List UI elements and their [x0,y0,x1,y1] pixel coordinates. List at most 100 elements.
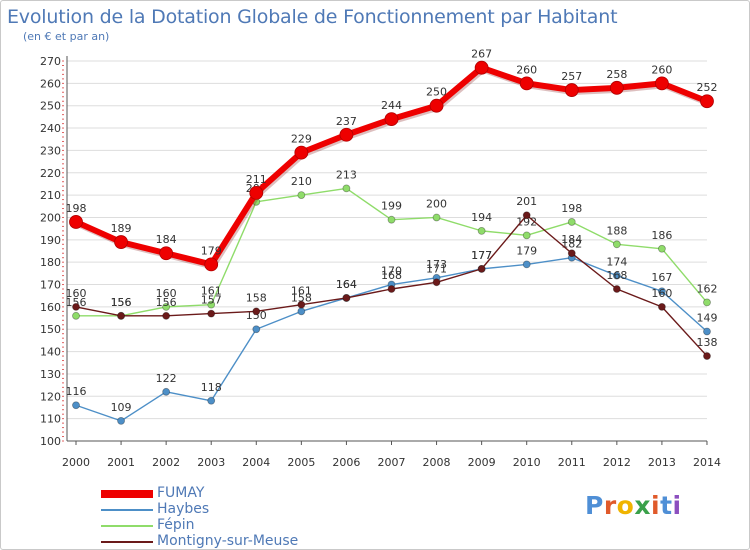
data-label: 156 [111,296,132,309]
data-label: 244 [381,99,402,112]
data-label: 174 [606,256,627,269]
data-point [204,257,219,272]
data-label: 267 [471,48,492,61]
data-label: 211 [246,173,267,186]
data-label: 160 [651,287,672,300]
logo-letter: i [672,491,682,520]
legend-swatch [101,490,153,498]
x-tick-label: 2009 [468,456,496,469]
data-point [162,311,171,320]
data-label: 160 [66,287,87,300]
logo-letter: o [616,491,635,520]
data-label: 167 [651,271,672,284]
data-point [387,215,396,224]
data-label: 161 [291,285,312,298]
data-label: 109 [111,401,132,414]
data-point [117,311,125,320]
legend-swatch [101,509,153,511]
data-point [384,112,399,127]
data-label: 179 [516,244,537,257]
data-point [474,60,489,75]
data-label: 213 [336,168,357,181]
data-label: 201 [516,195,537,208]
logo-letter: P [585,491,604,520]
data-label: 184 [156,233,177,246]
x-tick-label: 2013 [648,456,676,469]
data-point [207,396,216,405]
y-tick-label: 260 [40,77,61,90]
data-label: 188 [606,224,627,237]
data-point [703,298,711,307]
logo-letter: t [660,491,673,520]
data-label: 149 [696,311,717,324]
data-point [339,127,354,142]
data-point [207,309,216,318]
y-tick-label: 190 [40,234,61,247]
x-tick-label: 2003 [197,456,225,469]
y-tick-label: 180 [40,256,61,269]
data-label: 164 [336,278,357,291]
proxiti-logo: Proxiti [585,491,682,520]
data-point [72,311,80,320]
legend-item-haybes: Haybes [101,501,321,518]
data-label: 184 [561,233,582,246]
y-tick-label: 250 [40,100,61,113]
data-label: 118 [201,381,222,394]
x-tick-label: 2007 [377,456,405,469]
data-label: 192 [516,215,537,228]
x-tick-label: 2002 [152,456,180,469]
legend-item-montigny-sur-meuse: Montigny-sur-Meuse [101,533,321,549]
legend-label: Haybes [157,501,210,517]
data-point [429,98,444,113]
data-point [252,307,261,316]
data-point [72,401,80,410]
data-label: 157 [201,294,222,307]
logo-letter: r [603,491,617,520]
data-point [387,285,396,293]
legend-label: Montigny-sur-Meuse [157,533,299,549]
y-tick-label: 170 [40,279,61,292]
data-point [567,249,576,258]
data-point [342,294,351,302]
data-label: 237 [336,115,357,128]
legend: FUMAY Haybes Fépin Montigny-sur-Meuse [101,485,321,549]
data-label: 179 [201,244,222,257]
data-point [519,76,534,91]
data-point [522,211,531,220]
data-label: 177 [471,249,492,262]
data-label: 198 [561,202,582,215]
data-point [477,226,486,235]
data-point [159,246,174,261]
grid-lines [62,60,707,442]
data-label: 116 [66,385,87,398]
data-point [703,352,711,360]
y-tick-label: 100 [40,435,61,448]
data-label: 260 [516,63,537,76]
data-label: 257 [561,70,582,83]
y-tick-label: 270 [40,55,61,68]
y-tick-label: 150 [40,323,61,336]
legend-swatch [101,541,153,543]
data-point [477,264,486,273]
chart-subtitle: (en € et par an) [23,30,110,43]
data-point [72,302,80,311]
y-tick-label: 130 [40,368,61,381]
data-point [655,76,669,91]
y-tick-label: 200 [40,211,61,224]
y-tick-label: 120 [40,390,61,403]
legend-label: Fépin [157,517,195,533]
legend-item-f-pin: Fépin [101,517,321,534]
x-tick-label: 2004 [242,456,270,469]
data-point [249,185,264,200]
data-label: 161 [201,285,222,298]
data-point [658,244,666,253]
x-tick-label: 2014 [693,456,721,469]
data-point [567,218,576,226]
data-point [207,300,216,309]
data-point [612,271,621,280]
y-tick-label: 240 [40,122,61,135]
